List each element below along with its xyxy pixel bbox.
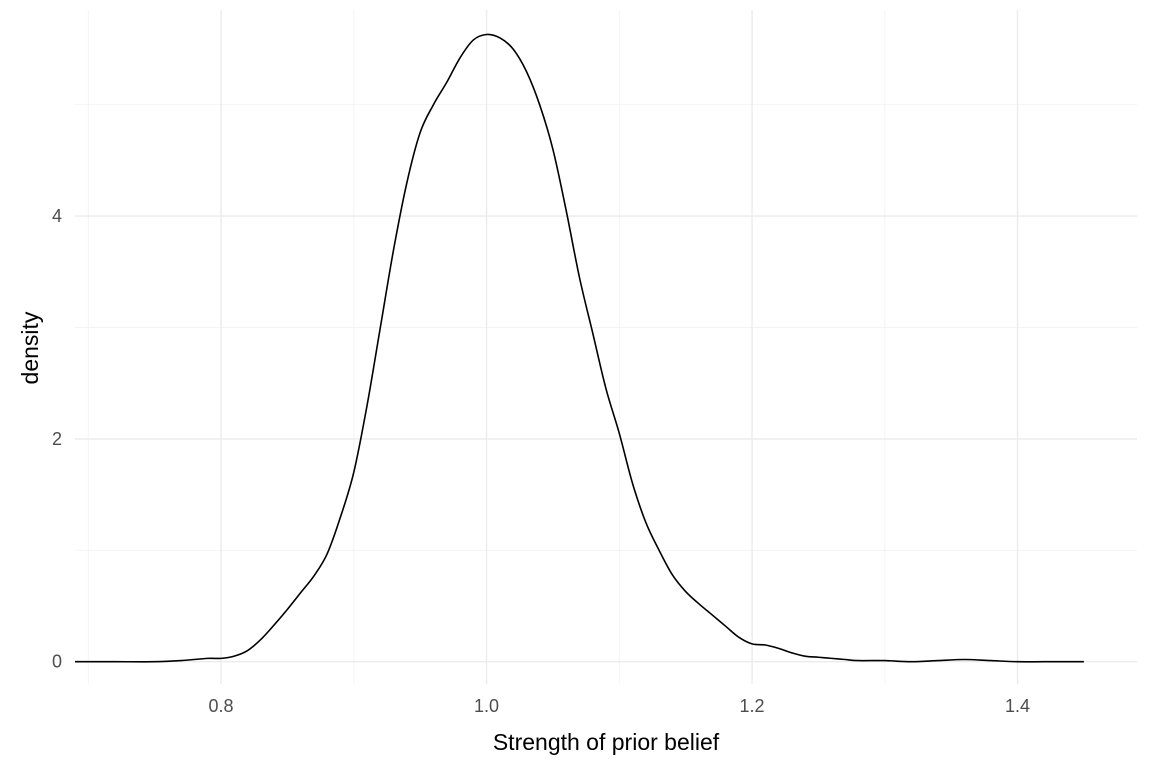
y-axis-title: density (17, 311, 43, 384)
y-tick-label: 4 (52, 206, 62, 226)
density-line (74, 33, 1084, 663)
x-tick-label: 0.8 (209, 696, 234, 716)
x-tick-label: 1.2 (740, 696, 765, 716)
x-tick-label: 1.4 (1005, 696, 1030, 716)
x-tick-label: 1.0 (474, 696, 499, 716)
y-axis-ticks: 0 2 4 (52, 206, 62, 672)
y-tick-label: 2 (52, 429, 62, 449)
grid (75, 10, 1137, 684)
plot-area (74, 33, 1084, 663)
y-tick-label: 0 (52, 652, 62, 672)
x-axis-ticks: 0.8 1.0 1.2 1.4 (209, 696, 1031, 716)
x-axis-title: Strength of prior belief (493, 729, 720, 755)
